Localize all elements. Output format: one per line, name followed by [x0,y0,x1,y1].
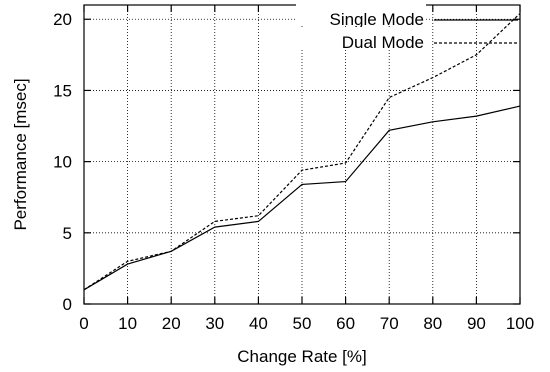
legend-label: Single Mode [329,10,424,29]
y-tick-label: 10 [53,153,72,172]
series-line-2 [83,13,521,291]
x-tick-label: 30 [205,314,224,333]
y-tick-label: 20 [53,10,72,29]
y-tick-label: 0 [63,295,72,314]
x-tick-label: 0 [79,314,88,333]
legend-label-background [296,27,426,49]
x-tick-label: 80 [423,314,442,333]
x-tick-label: 90 [467,314,486,333]
x-tick-label: 60 [336,314,355,333]
x-tick-label: 50 [293,314,312,333]
series-group [83,13,521,291]
grid [84,5,520,304]
x-axis-label: Change Rate [%] [237,347,366,366]
plot-frame [83,4,521,305]
x-tick-label: 10 [118,314,137,333]
legend-label-background [296,4,426,26]
tick-labels: 0 10 20 30 40 50 60 70 80 90 100 0 5 10 15 20 [53,10,534,333]
series-line-1 [83,105,521,291]
y-axis-label: Performance [msec] [11,78,30,230]
y-tick-label: 5 [63,224,72,243]
y-tick-label: 15 [53,81,72,100]
x-tick-label: 100 [506,314,534,333]
legend-label: Dual Mode [342,33,424,52]
x-tick-label: 20 [162,314,181,333]
x-tick-label: 70 [380,314,399,333]
axis-ticks [83,5,521,305]
x-tick-label: 40 [249,314,268,333]
legend: Single Mode Dual Mode [296,4,518,52]
